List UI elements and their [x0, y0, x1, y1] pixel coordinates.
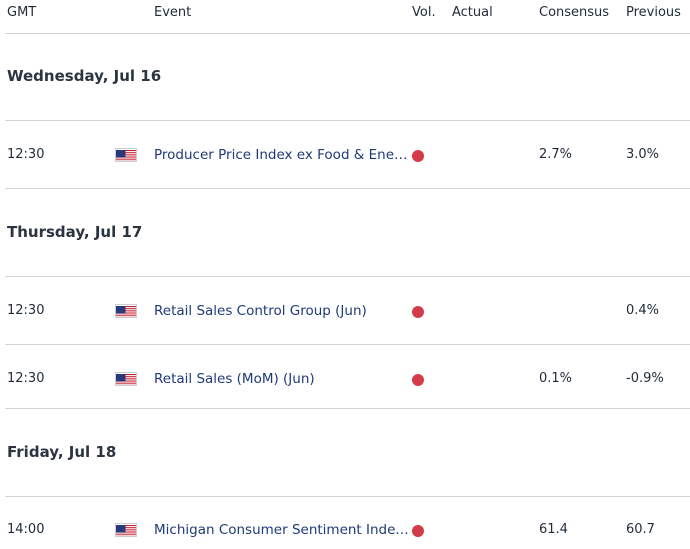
us-flag-icon [115, 304, 137, 318]
volatility-high-icon [412, 525, 424, 537]
column-header-vol[interactable]: Vol. [412, 5, 436, 20]
event-name-link[interactable]: Producer Price Index ex Food & Energ… [154, 147, 409, 163]
us-flag-icon [115, 523, 137, 537]
divider [5, 33, 690, 34]
divider [5, 496, 690, 497]
divider [5, 120, 690, 121]
us-flag-icon [115, 148, 137, 162]
column-header-consensus[interactable]: Consensus [539, 5, 610, 20]
volatility-high-icon [412, 150, 424, 162]
divider [5, 344, 690, 345]
event-name-link[interactable]: Michigan Consumer Sentiment Index… [154, 522, 409, 538]
event-consensus: 61.4 [539, 522, 568, 537]
event-previous: -0.9% [626, 371, 664, 386]
day-header: Wednesday, Jul 16 [7, 67, 162, 85]
volatility-high-icon [412, 374, 424, 386]
volatility-high-icon [412, 306, 424, 318]
event-name-link[interactable]: Retail Sales Control Group (Jun) [154, 303, 367, 319]
event-time: 14:00 [7, 522, 45, 537]
event-consensus: 0.1% [539, 371, 573, 386]
event-time: 12:30 [7, 147, 45, 162]
event-name-link[interactable]: Retail Sales (MoM) (Jun) [154, 371, 315, 387]
divider [5, 408, 690, 409]
divider [5, 188, 690, 189]
event-previous: 3.0% [626, 147, 660, 162]
day-header: Thursday, Jul 17 [7, 223, 143, 241]
event-previous: 60.7 [626, 522, 655, 537]
event-time: 12:30 [7, 371, 45, 386]
column-header-gmt[interactable]: GMT [7, 5, 37, 20]
day-header: Friday, Jul 18 [7, 443, 117, 461]
event-time: 12:30 [7, 303, 45, 318]
column-header-actual[interactable]: Actual [452, 5, 493, 20]
event-previous: 0.4% [626, 303, 660, 318]
column-header-event[interactable]: Event [154, 5, 192, 20]
divider [5, 276, 690, 277]
us-flag-icon [115, 372, 137, 386]
column-header-previous[interactable]: Previous [626, 5, 681, 20]
event-consensus: 2.7% [539, 147, 573, 162]
